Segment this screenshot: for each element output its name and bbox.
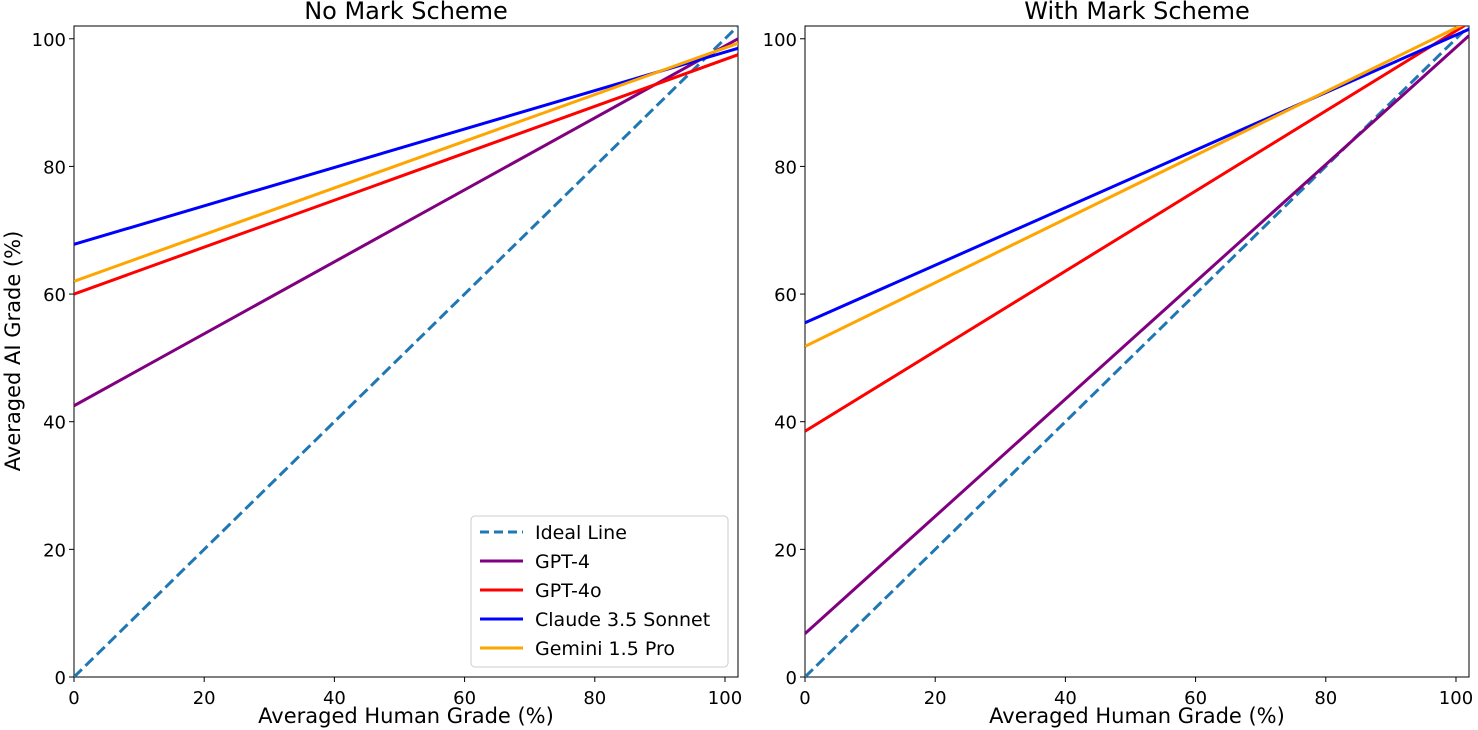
series-line-gemini-1-5-pro xyxy=(74,41,738,283)
y-tick-label: 80 xyxy=(774,157,797,178)
series-line-gpt-4 xyxy=(74,37,738,408)
x-tick-label: 40 xyxy=(1054,688,1077,709)
y-tick-label: 100 xyxy=(763,30,797,51)
series-line-gpt-4 xyxy=(805,34,1469,635)
x-axis-label: Averaged Human Grade (%) xyxy=(258,704,554,728)
axis-ticks: 0 20 40 60 80 100 0 20 40 60 80 100 xyxy=(763,30,1474,709)
series-layer xyxy=(805,26,1469,677)
legend-item-gpt-4o: GPT-4o xyxy=(480,580,602,602)
legend-label: Claude 3.5 Sonnet xyxy=(535,609,710,631)
series-line-gemini-1-5-pro xyxy=(805,26,1464,348)
x-tick-label: 60 xyxy=(453,688,476,709)
x-tick-label: 20 xyxy=(193,688,216,709)
y-tick-label: 60 xyxy=(43,285,66,306)
y-tick-label: 40 xyxy=(774,413,797,434)
y-tick-label: 0 xyxy=(786,668,797,689)
y-tick-label: 0 xyxy=(55,668,66,689)
legend-label: Ideal Line xyxy=(535,522,627,544)
legend-item-gemini-1-5-pro: Gemini 1.5 Pro xyxy=(480,638,675,660)
legend-item-gpt-4: GPT-4 xyxy=(480,551,590,573)
x-tick-label: 80 xyxy=(583,688,606,709)
legend-item-claude-3-5-sonnet: Claude 3.5 Sonnet xyxy=(480,609,710,631)
series-line-claude-3-5-sonnet xyxy=(74,46,738,246)
series-layer xyxy=(74,26,738,677)
y-tick-label: 60 xyxy=(774,285,797,306)
chart-panel-with-mark-scheme: 0 20 40 60 80 100 0 20 40 60 80 100 With Mark Schem… xyxy=(763,0,1474,728)
chart-title: No Mark Scheme xyxy=(304,0,508,25)
series-line-gpt-4o xyxy=(805,26,1467,433)
legend: Ideal Line GPT-4 GPT-4o Claude 3.5 Sonne… xyxy=(470,515,729,668)
x-axis-label: Averaged Human Grade (%) xyxy=(989,704,1285,728)
y-tick-label: 100 xyxy=(32,30,66,51)
legend-label: Gemini 1.5 Pro xyxy=(535,638,675,660)
y-tick-label: 20 xyxy=(774,540,797,561)
y-tick-label: 40 xyxy=(43,413,66,434)
legend-box xyxy=(470,515,729,668)
x-tick-label: 20 xyxy=(924,688,947,709)
series-line-gpt-4o xyxy=(74,53,738,296)
chart-title: With Mark Scheme xyxy=(1024,0,1249,25)
legend-label: GPT-4o xyxy=(535,580,602,602)
x-tick-label: 0 xyxy=(799,688,810,709)
y-tick-label: 80 xyxy=(43,157,66,178)
x-tick-label: 40 xyxy=(323,688,346,709)
series-line-claude-3-5-sonnet xyxy=(805,27,1469,325)
y-axis-label: Averaged AI Grade (%) xyxy=(1,231,25,472)
series-line-ideal-line xyxy=(74,26,738,677)
legend-item-ideal-line: Ideal Line xyxy=(480,522,627,544)
y-tick-label: 20 xyxy=(43,540,66,561)
legend-label: GPT-4 xyxy=(535,551,590,573)
x-tick-label: 0 xyxy=(68,688,79,709)
x-tick-label: 80 xyxy=(1314,688,1337,709)
x-tick-label: 100 xyxy=(1439,688,1473,709)
axis-ticks: 0 20 40 60 80 100 0 20 40 60 80 100 xyxy=(32,30,743,709)
x-tick-label: 100 xyxy=(708,688,742,709)
x-tick-label: 60 xyxy=(1184,688,1207,709)
